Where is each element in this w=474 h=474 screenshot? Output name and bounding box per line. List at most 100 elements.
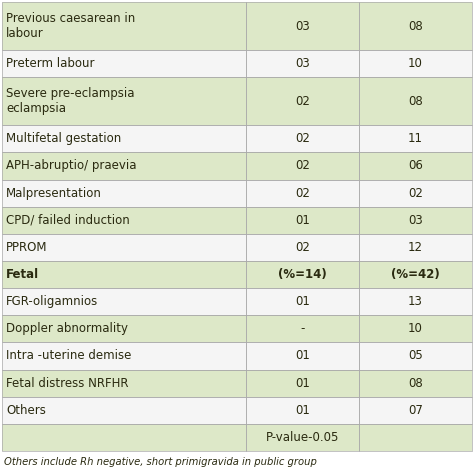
Bar [359, 397, 472, 424]
Text: 08: 08 [408, 95, 423, 108]
Bar [2, 342, 246, 370]
Text: P-value-0.05: P-value-0.05 [266, 431, 339, 444]
Text: 03: 03 [295, 57, 310, 70]
Bar [2, 424, 246, 451]
Bar [246, 315, 359, 342]
Bar [2, 397, 246, 424]
Text: PPROM: PPROM [6, 241, 47, 254]
Text: Others include Rh negative, short primigravida in public group: Others include Rh negative, short primig… [4, 457, 317, 467]
Bar [359, 180, 472, 207]
Bar [2, 315, 246, 342]
Text: Fetal distress NRFHR: Fetal distress NRFHR [6, 377, 128, 390]
Text: 02: 02 [295, 187, 310, 200]
Bar [359, 152, 472, 180]
Bar [359, 234, 472, 261]
Text: 12: 12 [408, 241, 423, 254]
Bar [246, 2, 359, 50]
Text: 10: 10 [408, 57, 423, 70]
Text: 01: 01 [295, 349, 310, 363]
Bar [359, 342, 472, 370]
Bar [246, 370, 359, 397]
Text: Fetal: Fetal [6, 268, 39, 281]
Text: 10: 10 [408, 322, 423, 335]
Bar [246, 234, 359, 261]
Bar [2, 152, 246, 180]
Bar [2, 315, 246, 342]
Bar [2, 180, 246, 207]
Bar [359, 288, 472, 315]
Bar [246, 342, 359, 370]
Bar [246, 397, 359, 424]
Bar [359, 77, 472, 125]
Text: Malpresentation: Malpresentation [6, 187, 102, 200]
Text: CPD/ failed induction: CPD/ failed induction [6, 214, 130, 227]
Text: 02: 02 [408, 187, 423, 200]
Text: Preterm labour: Preterm labour [6, 57, 94, 70]
Bar [246, 152, 359, 180]
Text: 05: 05 [408, 349, 423, 363]
Bar [359, 125, 472, 152]
Text: 08: 08 [408, 377, 423, 390]
Text: 06: 06 [408, 159, 423, 173]
Bar [2, 77, 246, 125]
Bar [246, 152, 359, 180]
Bar [359, 152, 472, 180]
Bar [2, 288, 246, 315]
Bar [2, 261, 246, 288]
Bar [246, 50, 359, 77]
Bar [359, 125, 472, 152]
Text: (%=42): (%=42) [391, 268, 440, 281]
Bar [2, 370, 246, 397]
Bar [246, 397, 359, 424]
Bar [2, 207, 246, 234]
Text: 08: 08 [408, 19, 423, 33]
Bar [2, 288, 246, 315]
Bar [2, 50, 246, 77]
Text: -: - [301, 322, 305, 335]
Text: 02: 02 [295, 132, 310, 146]
Bar [359, 424, 472, 451]
Bar [2, 397, 246, 424]
Bar [246, 424, 359, 451]
Text: 02: 02 [295, 95, 310, 108]
Bar [246, 77, 359, 125]
Bar [2, 370, 246, 397]
Bar [359, 288, 472, 315]
Bar [359, 370, 472, 397]
Bar [359, 50, 472, 77]
Bar [2, 342, 246, 370]
Bar [246, 207, 359, 234]
Bar [246, 424, 359, 451]
Text: Others: Others [6, 404, 46, 417]
Bar [2, 125, 246, 152]
Bar [359, 2, 472, 50]
Bar [246, 370, 359, 397]
Bar [359, 2, 472, 50]
Bar [359, 261, 472, 288]
Bar [2, 207, 246, 234]
Text: 02: 02 [295, 159, 310, 173]
Text: Severe pre-eclampsia
eclampsia: Severe pre-eclampsia eclampsia [6, 87, 135, 115]
Bar [2, 424, 246, 451]
Text: APH-abruptio/ praevia: APH-abruptio/ praevia [6, 159, 137, 173]
Bar [246, 261, 359, 288]
Bar [246, 180, 359, 207]
Bar [359, 207, 472, 234]
Bar [2, 180, 246, 207]
Bar [246, 50, 359, 77]
Text: 03: 03 [295, 19, 310, 33]
Bar [246, 207, 359, 234]
Text: Intra -uterine demise: Intra -uterine demise [6, 349, 131, 363]
Text: Multifetal gestation: Multifetal gestation [6, 132, 121, 146]
Bar [2, 77, 246, 125]
Bar [359, 50, 472, 77]
Text: 01: 01 [295, 214, 310, 227]
Bar [246, 77, 359, 125]
Text: Previous caesarean in
labour: Previous caesarean in labour [6, 12, 135, 40]
Text: 03: 03 [408, 214, 423, 227]
Text: 11: 11 [408, 132, 423, 146]
Bar [2, 234, 246, 261]
Bar [359, 397, 472, 424]
Bar [246, 180, 359, 207]
Bar [246, 288, 359, 315]
